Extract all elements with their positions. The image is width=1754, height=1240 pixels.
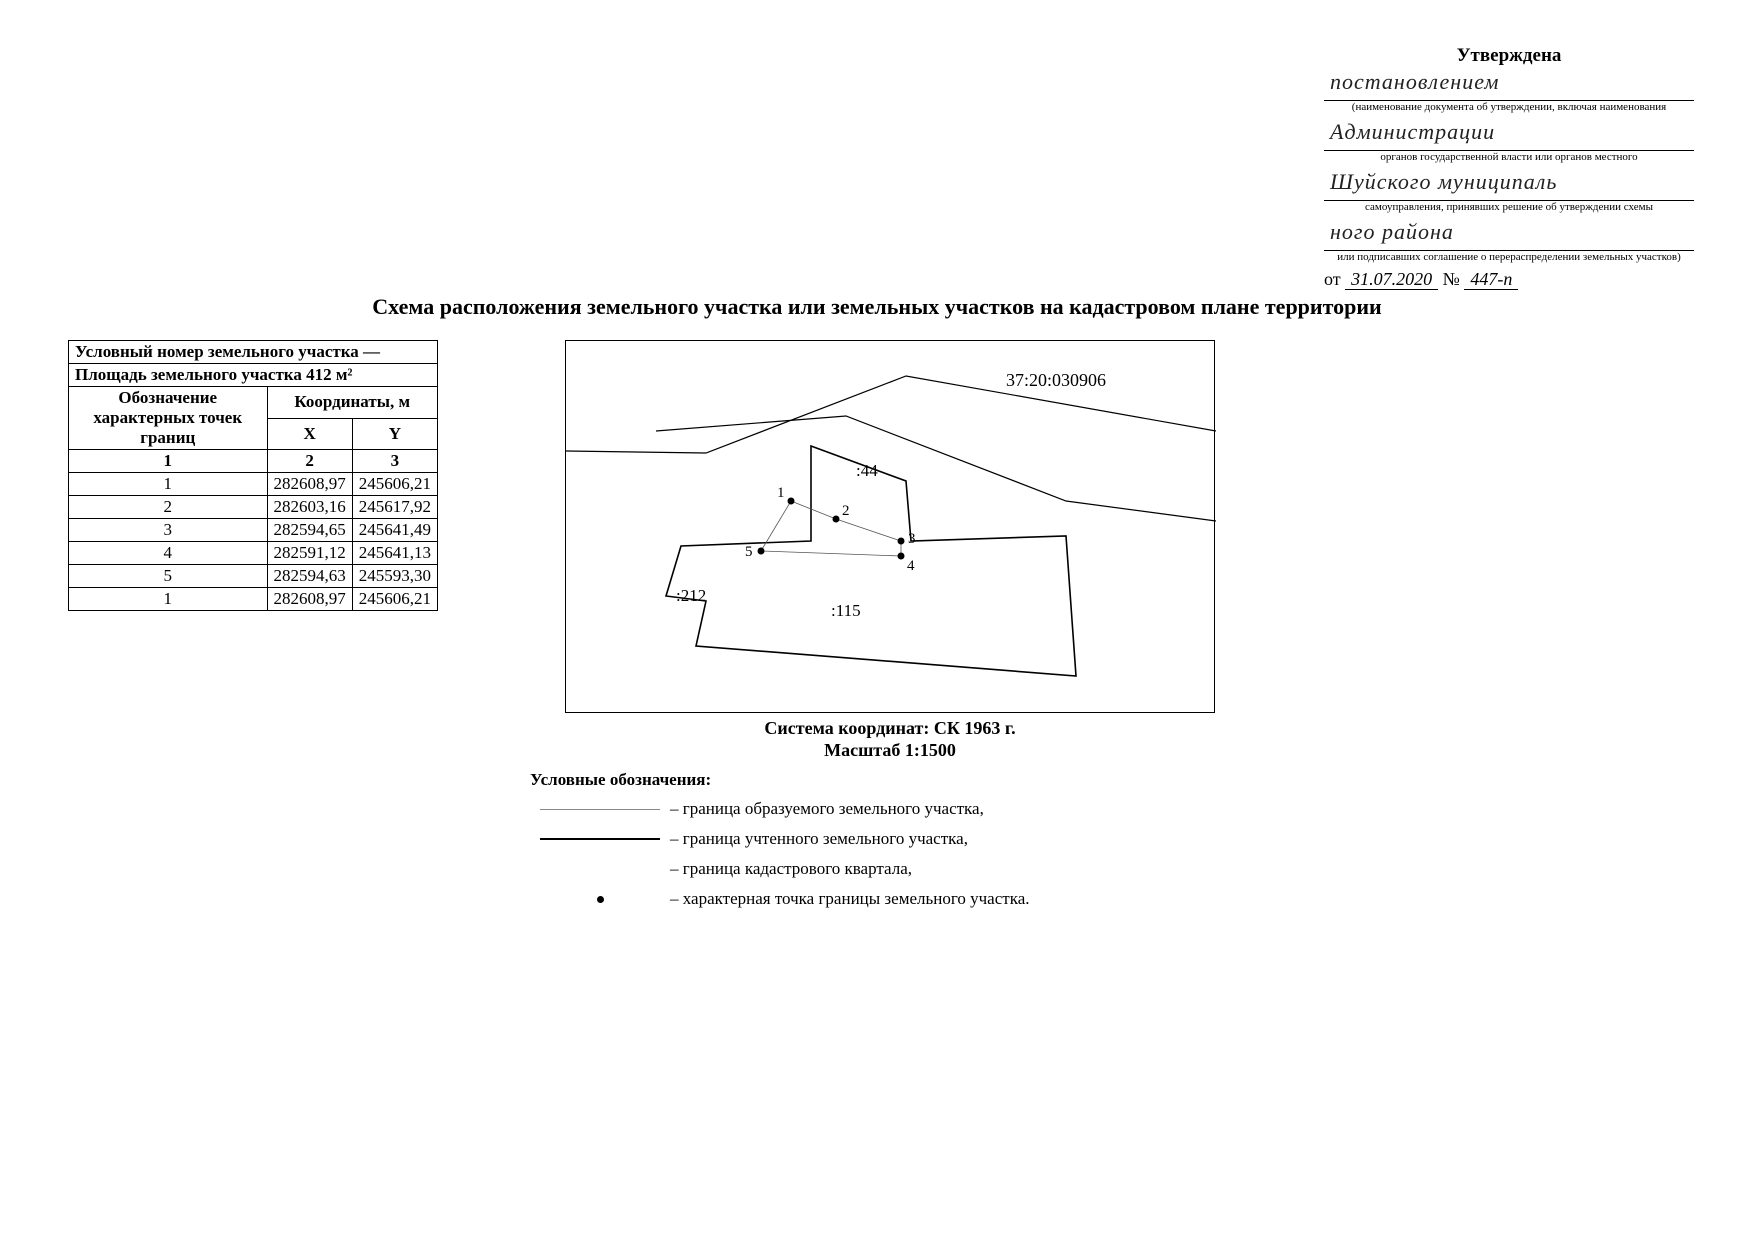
approval-hand-2: Администрации [1324,119,1694,151]
table-cell: 245606,21 [352,588,437,611]
svg-text:37:20:030906: 37:20:030906 [1006,370,1106,390]
col-points: Обозначение характерных точек границ [69,387,268,450]
table-cell: 245641,49 [352,519,437,542]
col-y: Y [352,418,437,450]
cadastral-plan: 1 2 3 4 5 37:20:030906 :44 :115 :212 [565,340,1215,713]
legend-symbol [530,809,670,810]
legend-text: – граница учтенного земельного участка, [670,829,968,849]
approval-hand-4: ного района [1324,219,1694,251]
col-x: X [267,418,352,450]
table-cell: 282591,12 [267,542,352,565]
table-row: 4282591,12245641,13 [69,542,438,565]
legend: Условные обозначения: – граница образуем… [530,770,1030,916]
approval-caption-2: органов государственной власти или орган… [1324,151,1694,163]
approval-block: Утверждена постановлением (наименование … [1324,45,1694,290]
plan-caption: Система координат: СК 1963 г. Масштаб 1:… [565,718,1215,761]
svg-text:4: 4 [907,558,915,574]
legend-text: – граница кадастрового квартала, [670,859,912,879]
svg-text::115: :115 [831,601,861,620]
page-title: Схема расположения земельного участка ил… [0,294,1754,320]
scale: Масштаб 1:1500 [565,740,1215,762]
date-hand: 31.07.2020 [1345,269,1438,290]
legend-symbol [530,896,670,903]
table-cell: 245617,92 [352,496,437,519]
table-row: 3282594,65245641,49 [69,519,438,542]
legend-text: – граница образуемого земельного участка… [670,799,984,819]
coordinate-table: Условный номер земельного участка — Площ… [68,340,438,611]
table-row: 5282594,63245593,30 [69,565,438,588]
table-cell: 3 [69,519,268,542]
hnum-2: 2 [267,450,352,473]
table-row: 1282608,97245606,21 [69,588,438,611]
svg-text:2: 2 [842,503,850,519]
table-cell: 245593,30 [352,565,437,588]
legend-text: – характерная точка границы земельного у… [670,889,1030,909]
num-label: № [1443,269,1460,289]
approval-caption-1: (наименование документа об утверждении, … [1324,101,1694,113]
table-row: 2282603,16245617,92 [69,496,438,519]
legend-row: – граница учтенного земельного участка, [530,826,1030,852]
num-hand: 447-п [1464,269,1518,290]
svg-text:3: 3 [908,531,916,547]
approval-title: Утверждена [1324,45,1694,67]
table-cell: 245641,13 [352,542,437,565]
svg-text:1: 1 [777,485,785,501]
plan-svg: 1 2 3 4 5 37:20:030906 :44 :115 :212 [566,341,1216,714]
area-row: Площадь земельного участка 412 м² [69,364,438,387]
table-row: 1282608,97245606,21 [69,473,438,496]
approval-date-row: от 31.07.2020 № 447-п [1324,269,1694,290]
legend-row: – граница кадастрового квартала, [530,856,1030,882]
hnum-3: 3 [352,450,437,473]
area-label: Площадь земельного участка [75,365,302,384]
table-cell: 2 [69,496,268,519]
legend-row: – характерная точка границы земельного у… [530,886,1030,912]
coord-system: Система координат: СК 1963 г. [565,718,1215,740]
table-cell: 245606,21 [352,473,437,496]
table-cell: 282608,97 [267,588,352,611]
cond-number-row: Условный номер земельного участка — [69,341,438,364]
hnum-1: 1 [69,450,268,473]
table-cell: 282594,63 [267,565,352,588]
table-cell: 282608,97 [267,473,352,496]
table-cell: 5 [69,565,268,588]
legend-row: – граница образуемого земельного участка… [530,796,1030,822]
svg-text::212: :212 [676,586,706,605]
table-cell: 1 [69,473,268,496]
table-cell: 4 [69,542,268,565]
table-cell: 282594,65 [267,519,352,542]
svg-text::44: :44 [856,461,878,480]
legend-title: Условные обозначения: [530,770,1030,790]
area-value: 412 м² [306,365,352,384]
col-coords: Координаты, м [267,387,438,419]
approval-caption-4: или подписавших соглашение о перераспред… [1324,251,1694,263]
approval-caption-3: самоуправления, принявших решение об утв… [1324,201,1694,213]
table-cell: 1 [69,588,268,611]
svg-text:5: 5 [745,544,753,560]
approval-hand-1: постановлением [1324,69,1694,101]
approval-hand-3: Шуйского муниципаль [1324,169,1694,201]
table-cell: 282603,16 [267,496,352,519]
from-label: от [1324,269,1341,289]
legend-symbol [530,838,670,840]
